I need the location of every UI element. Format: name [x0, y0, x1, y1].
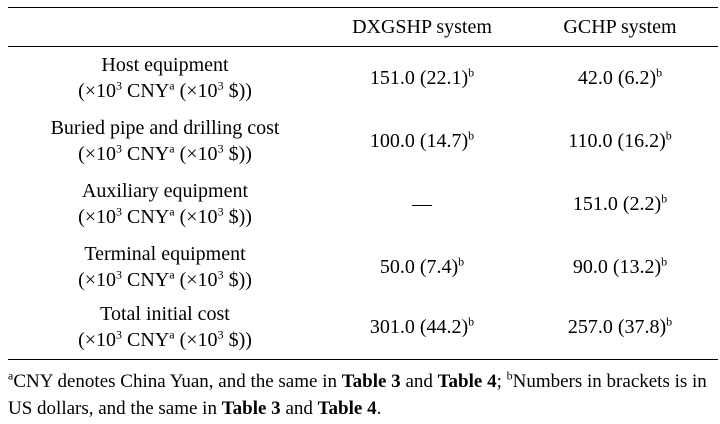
table-row: Buried pipe and drilling cost (×103 CNYa …: [0, 115, 720, 177]
footnote-end: .: [376, 398, 382, 419]
row-label-name: Host equipment: [101, 54, 229, 76]
cell-value: 42.0 (6.2): [577, 67, 657, 89]
row-label-name: Buried pipe and drilling cost: [50, 117, 280, 139]
footnote-separator: ;: [496, 371, 507, 392]
footnote-b-text: Numbers in brackets is in US dollars, an…: [8, 371, 707, 419]
cell-value: 151.0 (22.1): [369, 67, 469, 89]
row-unit-line: (×103 CNYa (×103 $)): [78, 204, 252, 228]
cell-value: 151.0 (2.2): [572, 193, 662, 215]
row-label: Total initial cost (×103 CNYa (×103 $)): [20, 301, 310, 353]
cell-value: 100.0 (14.7): [369, 130, 469, 152]
header-gchp: GCHP system: [563, 16, 677, 38]
table-row: Terminal equipment (×103 CNYa (×103 $)) 50…: [0, 241, 720, 303]
cell-dxgshp: 50.0 (7.4)b: [322, 254, 522, 280]
table-row: Host equipment (×103 CNYa (×103 $)) 151.0 …: [0, 52, 720, 114]
header-dxgshp: DXGSHP system: [352, 16, 492, 38]
cell-dxgshp: 100.0 (14.7)b: [322, 128, 522, 154]
cell-gchp: 42.0 (6.2)b: [525, 65, 715, 91]
cell-note-mark: b: [665, 128, 672, 143]
cell-dxgshp: —: [322, 191, 522, 217]
row-label: Auxiliary equipment (×103 CNYa (×103 $)): [20, 178, 310, 230]
cell-note-mark: b: [661, 191, 668, 206]
row-label-name: Terminal equipment: [84, 243, 246, 265]
cell-value: 301.0 (44.2): [369, 316, 469, 338]
cell-note-mark: b: [458, 254, 465, 269]
cell-value: 90.0 (13.2): [572, 256, 662, 278]
header-rule: [8, 46, 718, 47]
cell-gchp: 151.0 (2.2)b: [525, 191, 715, 217]
row-unit-line: (×103 CNYa (×103 $)): [78, 327, 252, 351]
cell-note-mark: b: [468, 65, 475, 80]
cell-value: 257.0 (37.8): [567, 316, 667, 338]
row-label: Terminal equipment (×103 CNYa (×103 $)): [20, 241, 310, 293]
footnote-b-mark: b: [506, 368, 513, 383]
footnote-table4-ref-2: Table 4: [317, 398, 377, 419]
cell-gchp: 257.0 (37.8)b: [525, 314, 715, 340]
cell-gchp: 90.0 (13.2)b: [525, 254, 715, 280]
cell-note-mark: b: [666, 314, 673, 329]
row-unit-line: (×103 CNYa (×103 $)): [78, 78, 252, 102]
table-row: Total initial cost (×103 CNYa (×103 $)) 30…: [0, 301, 720, 363]
cell-note-mark: b: [468, 314, 475, 329]
cell-note-mark: b: [468, 128, 475, 143]
cell-dxgshp: 301.0 (44.2)b: [322, 314, 522, 340]
cell-note-mark: b: [661, 254, 668, 269]
footnote-table4-ref: Table 4: [437, 371, 497, 392]
row-unit-line: (×103 CNYa (×103 $)): [78, 267, 252, 291]
row-label-name: Total initial cost: [100, 303, 230, 325]
cell-value: —: [412, 193, 432, 215]
row-label: Buried pipe and drilling cost (×103 CNYa …: [20, 115, 310, 167]
footnote-table3-ref-2: Table 3: [221, 398, 281, 419]
footnote-and: and: [400, 371, 438, 392]
row-unit-line: (×103 CNYa (×103 $)): [78, 141, 252, 165]
cell-note-mark: b: [656, 65, 663, 80]
bottom-rule: [8, 359, 718, 360]
cell-value: 50.0 (7.4): [379, 256, 459, 278]
footnote-a-mark: a: [8, 368, 14, 383]
table-row: Auxiliary equipment (×103 CNYa (×103 $)) —…: [0, 178, 720, 240]
row-label: Host equipment (×103 CNYa (×103 $)): [20, 52, 310, 104]
footnote-and-2: and: [280, 398, 318, 419]
cell-dxgshp: 151.0 (22.1)b: [322, 65, 522, 91]
footnote-table3-ref: Table 3: [341, 371, 401, 392]
table-footnote: aCNY denotes China Yuan, and the same in…: [8, 368, 720, 422]
row-label-name: Auxiliary equipment: [81, 180, 249, 202]
cell-value: 110.0 (16.2): [568, 130, 666, 152]
cell-gchp: 110.0 (16.2)b: [525, 128, 715, 154]
footnote-a-text: CNY denotes China Yuan, and the same in: [13, 371, 342, 392]
top-rule: [8, 7, 718, 8]
